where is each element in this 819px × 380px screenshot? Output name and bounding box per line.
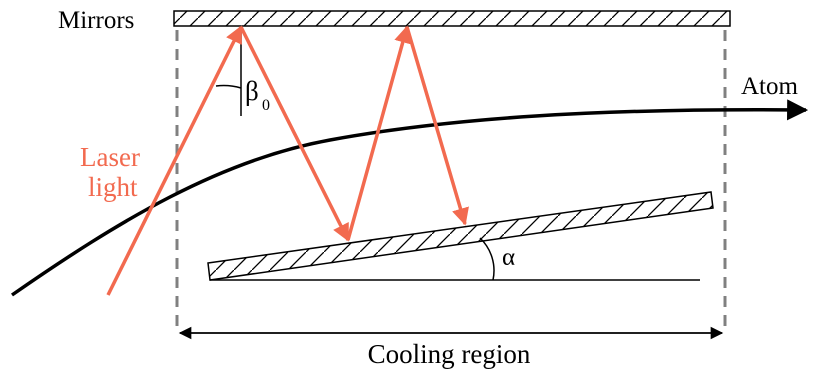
laser-label-line1: Laser (80, 142, 140, 172)
laser-beam (106, 25, 469, 296)
beta-label: β (245, 76, 259, 106)
cooling-region-label: Cooling region (368, 339, 531, 369)
alpha-angle-arc (479, 237, 495, 281)
atom-trajectory (11, 99, 809, 297)
beta-angle-arc (215, 84, 242, 89)
laser-segment-2 (239, 26, 350, 242)
beta-subscript: 0 (262, 97, 270, 114)
alpha-label: α (502, 244, 515, 271)
laser-segment-3 (346, 25, 412, 241)
laser-segment-4 (405, 26, 469, 226)
laser-label-line2: light (88, 172, 138, 202)
lower-mirror (207, 191, 714, 281)
atom-label: Atom (741, 73, 799, 100)
laser-segment-1 (106, 25, 243, 296)
mirrors-label: Mirrors (58, 7, 134, 34)
top-mirror (173, 10, 731, 27)
